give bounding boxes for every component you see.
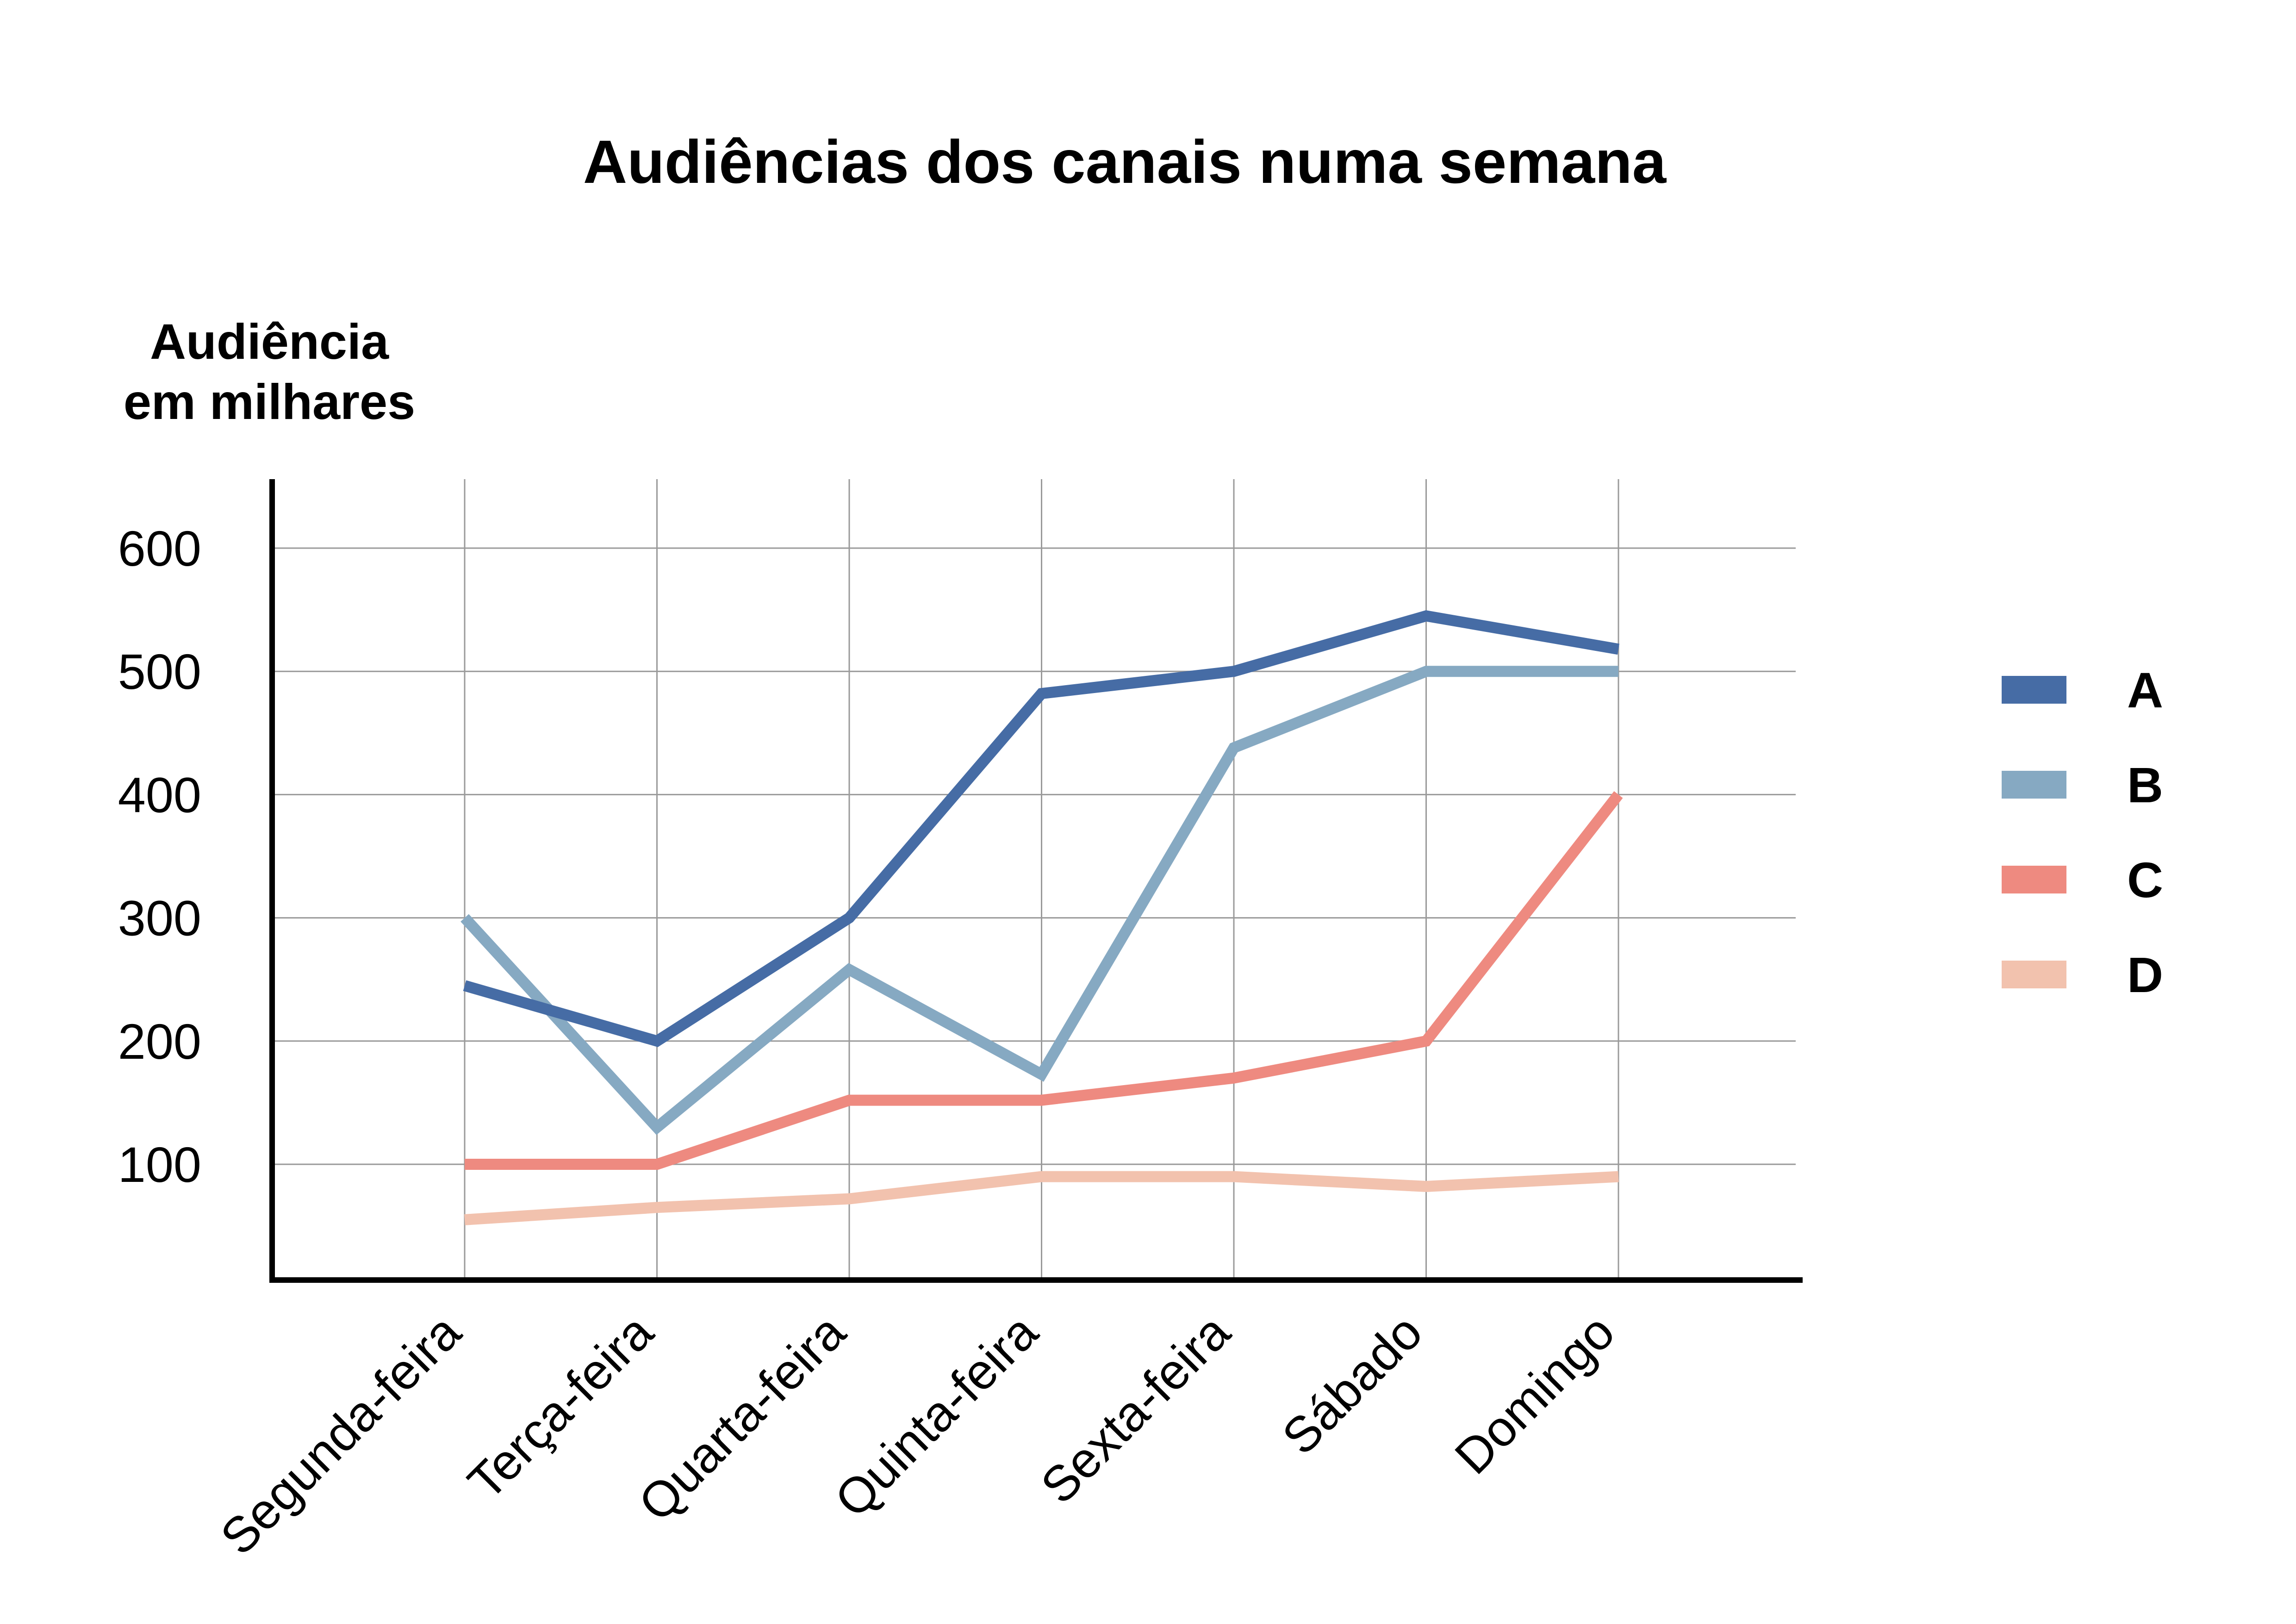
x-tick-label: Segunda-feira xyxy=(210,1303,472,1565)
y-tick-labels: 100 200 300 400 500 600 xyxy=(118,520,201,1193)
x-tick-label: Quarta-feira xyxy=(628,1303,856,1532)
x-tick-label: Domingo xyxy=(1444,1304,1625,1485)
y-tick-label: 100 xyxy=(118,1137,201,1193)
y-tick-label: 500 xyxy=(118,643,201,700)
series-line-B xyxy=(460,666,1618,1135)
legend-swatch-B xyxy=(2002,771,2066,799)
axes xyxy=(269,479,1803,1283)
legend-label-A: A xyxy=(2127,662,2163,718)
x-tick-label: Sexta-feira xyxy=(1030,1303,1240,1514)
y-tick-label: 300 xyxy=(118,890,201,946)
x-tick-label: Quinta-feira xyxy=(824,1303,1048,1528)
series-line-C xyxy=(465,791,1623,1170)
legend-label-C: C xyxy=(2127,852,2163,908)
series-lines xyxy=(460,610,1623,1225)
legend-label-B: B xyxy=(2127,757,2163,813)
chart-title: Audiências dos canais numa semana xyxy=(583,128,1667,196)
y-axis-label-line-2: em milhares xyxy=(124,374,415,430)
legend-swatch-C xyxy=(2002,866,2066,893)
x-tick-label: Sábado xyxy=(1271,1304,1433,1465)
legend-swatch-D xyxy=(2002,961,2066,988)
x-tick-labels: Segunda-feiraTerça-feiraQuarta-feiraQuin… xyxy=(210,1303,1625,1565)
legend-label-D: D xyxy=(2127,947,2163,1003)
legend-swatch-A xyxy=(2002,676,2066,704)
series-line-D xyxy=(464,1171,1619,1225)
y-tick-label: 200 xyxy=(118,1013,201,1069)
y-tick-label: 400 xyxy=(118,767,201,823)
series-line-A xyxy=(463,610,1620,1047)
y-tick-label: 600 xyxy=(118,520,201,576)
x-tick-label: Terça-feira xyxy=(457,1303,664,1510)
y-axis-label-line-1: Audiência xyxy=(150,313,389,369)
